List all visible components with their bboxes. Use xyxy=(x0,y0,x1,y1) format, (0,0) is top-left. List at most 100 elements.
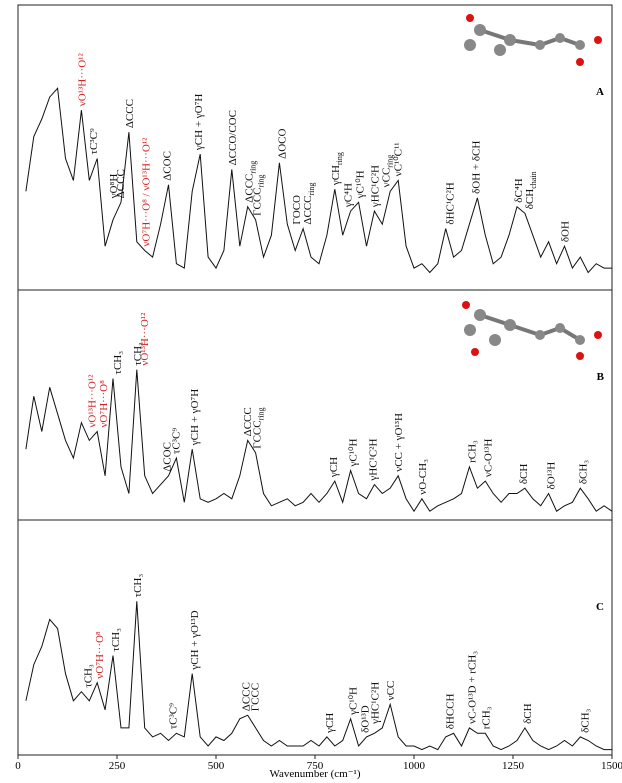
peak-annotation: ΓCCC xyxy=(249,683,261,711)
peak-annotation: νCC + γO¹³H xyxy=(393,413,405,472)
annotation-text: ΓCCC xyxy=(251,420,263,448)
annotation-text: δOH xyxy=(559,221,571,242)
peak-annotation: γHC¹C²H xyxy=(369,682,381,725)
x-tick-label: 1000 xyxy=(403,760,426,772)
peak-annotation: ΔCCC xyxy=(124,99,136,128)
annotation-text: δO¹³H xyxy=(546,462,558,490)
annotation-text: νCC xyxy=(380,168,392,188)
annotation-text: γC⁴H xyxy=(342,183,354,208)
spectrum-line xyxy=(26,601,612,749)
annotation-text: δHCCH xyxy=(445,694,457,730)
annotation-text: rCH₃ xyxy=(480,706,492,729)
annotation-text: νO-CH₃ xyxy=(417,459,429,495)
annotation-text: δCH xyxy=(522,703,534,724)
annotation-text: γCH xyxy=(324,713,336,734)
peak-annotation: γCH xyxy=(328,457,340,478)
annotation-text: γCH + γO⁷H xyxy=(189,389,201,446)
peak-annotation: νO¹³H···O¹² xyxy=(86,374,98,428)
peak-annotation: νO⁷H···O⁸ xyxy=(94,631,106,679)
peak-annotation: δHC¹C²H xyxy=(445,182,457,224)
annotation-text: δCH₃ xyxy=(577,460,589,484)
annotation-text: δCH xyxy=(524,189,536,210)
x-tick-label: 1500 xyxy=(601,760,622,772)
peak-annotation: τCH₃ xyxy=(112,351,124,375)
peak-annotation: νO⁷H···O⁸ xyxy=(98,380,110,428)
peak-annotation: γC¹⁰H xyxy=(354,170,366,199)
annotation-text: ΔCCC xyxy=(302,196,314,225)
peak-annotation: ΔCCCring xyxy=(302,183,316,225)
annotation-subscript: ring xyxy=(335,152,344,165)
annotation-text: τCH₃ xyxy=(82,664,94,688)
x-tick-label: 1250 xyxy=(502,760,525,772)
peak-annotation: τC³C⁹ xyxy=(171,428,183,454)
peak-annotation: γCH + γO⁷H xyxy=(189,389,201,446)
panel-label: C xyxy=(596,601,604,613)
annotation-text: ΔCCO/COC xyxy=(227,110,239,165)
annotation-text: νC¹⁰C¹¹ xyxy=(392,142,404,176)
peak-annotation: rCH₃ xyxy=(480,706,492,729)
spectrum-line xyxy=(26,370,612,512)
peak-annotation: δHCCH xyxy=(445,694,457,730)
annotation-subscript: ring xyxy=(256,175,265,188)
peak-annotation: νCC xyxy=(385,681,397,701)
peak-annotation: νO⁷H···O⁸ / νO¹³H···O¹² xyxy=(141,137,153,247)
x-tick-label: 500 xyxy=(208,760,225,772)
peak-annotation: τC³C⁹ xyxy=(88,128,100,154)
peak-annotation: γC¹⁰H xyxy=(348,439,360,468)
peak-annotation: νO¹³H···O¹² xyxy=(76,53,88,107)
annotation-text: νO⁷H···O⁸ xyxy=(98,380,110,428)
peak-annotation: γC⁴H xyxy=(342,183,354,208)
peak-annotation: τCH₃ xyxy=(132,574,144,598)
annotation-text: τCH₃ xyxy=(110,628,122,652)
peak-annotation: νO-CH₃ xyxy=(417,459,429,495)
annotation-text: τC³C⁹ xyxy=(167,703,179,729)
annotation-text: ΔCCC xyxy=(124,99,136,128)
annotation-text: νCC xyxy=(385,681,397,701)
annotation-text: δCH xyxy=(518,464,530,485)
peak-annotation: ΔCCC xyxy=(115,169,127,198)
annotation-subscript: ring xyxy=(256,408,265,421)
annotation-subscript: chain xyxy=(529,171,538,188)
peak-annotation: δCH xyxy=(522,703,534,724)
peak-annotation: ΔCCO/COC xyxy=(227,110,239,165)
x-axis-title: Wavenumber (cm⁻¹) xyxy=(270,768,361,780)
peak-annotation: νC¹⁰C¹¹ xyxy=(392,142,404,176)
peak-annotation: δO¹³H xyxy=(546,462,558,490)
annotation-subscript: ring xyxy=(307,183,316,196)
peak-annotation: δOH xyxy=(559,221,571,242)
peak-annotation: τC³C⁹ xyxy=(167,703,179,729)
peak-annotation: γC¹⁰H xyxy=(348,687,360,716)
annotation-text: δOH + δCH xyxy=(470,141,482,194)
panel-label: A xyxy=(596,86,604,98)
annotation-text: γCH xyxy=(328,457,340,478)
annotation-text: τCH₃ xyxy=(132,574,144,598)
peak-annotation: γCH + γO⁷H xyxy=(193,94,205,151)
annotation-text: γCH + γO¹³D xyxy=(189,610,201,670)
peak-annotation: δCHchain xyxy=(524,171,538,209)
annotation-text: ΓCCC xyxy=(251,187,263,215)
peak-annotation: ΔCOC xyxy=(162,151,174,181)
molecule-a xyxy=(464,14,602,66)
annotation-text: γCH xyxy=(330,165,342,186)
peak-annotation: ΔOCO xyxy=(276,128,288,158)
chart: AνO¹³H···O¹²τC³C⁹γO⁸HΔCCCΔCCCνO⁷H···O⁸ /… xyxy=(0,0,622,783)
peak-annotation: τCH₃ xyxy=(82,664,94,688)
peak-annotation: δOH + δCH xyxy=(470,141,482,194)
annotation-text: rCH₃ xyxy=(466,440,478,463)
annotation-text: δHC¹C²H xyxy=(445,182,457,224)
x-tick-label: 0 xyxy=(15,760,21,772)
annotation-text: γC¹⁰H xyxy=(348,687,360,716)
annotation-subscript: ring xyxy=(248,161,257,174)
annotation-text: γC¹⁰H xyxy=(354,170,366,199)
annotation-text: νO¹³H···O¹² xyxy=(86,374,98,428)
annotation-text: νC-O¹³H xyxy=(482,439,494,478)
annotation-text: ΔCOC xyxy=(162,151,174,181)
annotation-text: νC-O¹³D + rCH₃ xyxy=(466,651,478,724)
peak-annotation: γCHring xyxy=(330,152,344,186)
annotation-text: νO¹³H···O¹² xyxy=(76,53,88,107)
annotation-text: ΓCCC xyxy=(249,683,261,711)
peak-annotation: γCH + γO¹³D xyxy=(189,610,201,670)
annotation-text: τCH₃ xyxy=(112,351,124,375)
panel-label: B xyxy=(597,371,605,383)
annotation-text: νO¹³H···O¹² xyxy=(139,312,151,366)
